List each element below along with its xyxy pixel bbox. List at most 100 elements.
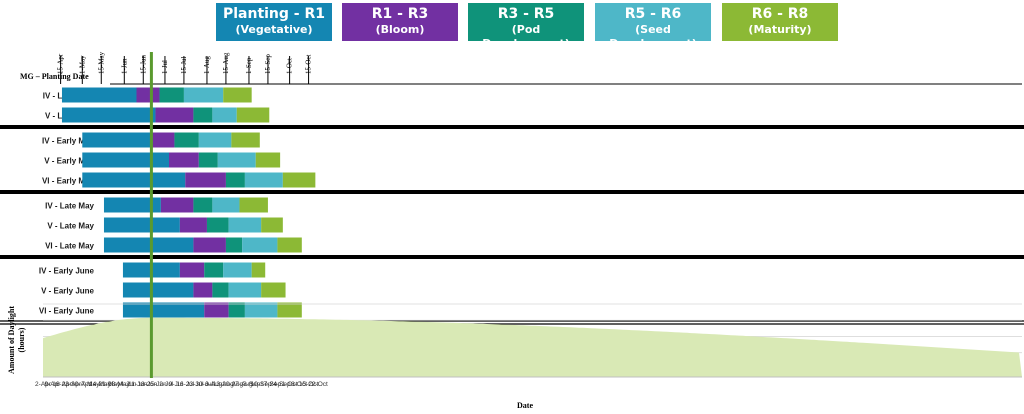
bottom-axis-tick-label: 6-Aug: [205, 381, 223, 388]
legend-phase-label: Planting - R1: [222, 6, 326, 22]
phase-bar-pod: [225, 237, 243, 253]
phase-bar-seed: [212, 197, 240, 213]
phase-bar-seed: [212, 107, 237, 123]
bottom-axis-tick-label: 27-Aug: [232, 381, 253, 388]
row-label: V - Early June: [41, 287, 94, 296]
bottom-axis-tick-label: 18-Jun: [137, 381, 157, 388]
bottom-axis-tick-label: 15-Oct: [299, 381, 319, 388]
bottom-axis-tick-label: 16-Jul: [176, 381, 194, 388]
top-axis-tick-label: 15-Apr: [57, 53, 65, 74]
bottom-axis-tick-label: 24-Sep: [270, 381, 291, 388]
top-axis-tick-label: 15-Oct: [305, 55, 313, 74]
bottom-axis-tick-label: 25-Jun: [147, 381, 167, 388]
phase-bar-pod: [198, 152, 218, 168]
phase-bar-pod: [159, 87, 184, 103]
bottom-axis-tick-label: 20-Aug: [222, 381, 243, 388]
bottom-axis-tick-label: 23-Jul: [186, 381, 204, 388]
phase-bar-pod: [204, 262, 224, 278]
bottom-axis-tick-label: 21-May: [99, 381, 121, 388]
phase-bar-maturity: [236, 107, 270, 123]
phase-bar-vegetative: [103, 217, 180, 233]
phase-bar-pod: [193, 107, 213, 123]
phase-bar-pod: [212, 282, 229, 298]
top-axis-tick-label: 1-Jul: [161, 60, 169, 74]
phase-bar-maturity: [231, 132, 260, 148]
group-separator: [0, 125, 1024, 129]
top-axis-tick-label: 1-Aug: [203, 56, 211, 74]
bottom-axis-tick-label: 10-Sep: [251, 381, 272, 388]
phase-bar-vegetative: [103, 197, 161, 213]
legend-phase-label: R3 - R5: [497, 6, 555, 22]
daylight-area: [43, 317, 1022, 377]
phase-bar-bloom: [169, 152, 199, 168]
phase-bar-seed: [242, 237, 278, 253]
phase-bar-pod: [193, 197, 213, 213]
legend-stage-label: (Pod Development): [482, 23, 570, 50]
bottom-axis-tick-label: 8-Oct: [291, 381, 307, 388]
top-axis-tick-label: 1-Jun: [120, 58, 128, 74]
top-axis-tick-label: 1-Oct: [286, 58, 294, 74]
phase-bar-vegetative: [61, 87, 137, 103]
top-axis-tick-label: 15-Sep: [264, 54, 272, 74]
bottom-axis-tick-label: 14-May: [89, 381, 111, 388]
top-axis-tick-label: 15-Jun: [139, 54, 147, 74]
legend-item: R1 - R3 (Bloom): [342, 3, 458, 41]
phase-bar-maturity: [277, 302, 302, 318]
row-label: IV - Early June: [39, 267, 95, 276]
group-separator: [0, 255, 1024, 259]
phase-bar-vegetative: [82, 172, 186, 188]
top-axis-tick-label: 1-May: [78, 55, 86, 74]
bottom-axis-tick-label: 9-Apr: [45, 381, 62, 388]
legend-stage-label: (Seed Development): [609, 23, 697, 50]
legend-item: R5 - R6 (Seed Development): [595, 3, 711, 50]
phase-bar-seed: [228, 217, 262, 233]
phase-bar-vegetative: [82, 152, 170, 168]
phase-bar-seed: [244, 302, 278, 318]
bottom-axis-tick-label: 17-Sep: [260, 381, 281, 388]
phase-bar-bloom: [204, 302, 229, 318]
phase-bar-seed: [223, 262, 252, 278]
row-label: IV - Late May: [45, 202, 94, 211]
bottom-axis-tick-label: 7-May: [81, 381, 100, 388]
bottom-axis-tick-label: 30-Apr: [71, 381, 91, 388]
y-axis-title: Amount of Daylight(hours): [7, 306, 26, 374]
bottom-axis-tick-label: 2-Apr: [35, 381, 52, 388]
bottom-axis-tick-label: 16-Apr: [52, 381, 72, 388]
phase-bar-seed: [183, 87, 224, 103]
legend-phase-label: R1 - R3: [371, 6, 429, 22]
phase-bar-bloom: [155, 107, 194, 123]
phase-bar-bloom: [185, 172, 226, 188]
top-axis-tick-label: 1-Sep: [245, 57, 253, 74]
legend-item: R6 - R8 (Maturity): [722, 3, 838, 41]
phase-bar-seed: [228, 282, 262, 298]
bottom-axis-tick-label: 22-Oct: [308, 381, 328, 388]
bottom-axis-tick-label: 30-Jul: [195, 381, 213, 388]
bottom-axis-tick-label: 1-Oct: [282, 381, 298, 388]
phase-bar-vegetative: [103, 237, 194, 253]
phase-bar-pod: [206, 217, 229, 233]
legend-stage-label: (Maturity): [748, 23, 812, 36]
bottom-axis-tick-label: 13-Aug: [213, 381, 234, 388]
phase-bar-bloom: [160, 197, 194, 213]
row-label: VI - Late May: [45, 242, 94, 251]
row-label: VI - Early June: [39, 307, 95, 316]
bottom-axis-tick-label: 3-Sep: [243, 381, 261, 388]
date-marker-line: [149, 52, 153, 378]
phase-bar-vegetative: [61, 107, 156, 123]
phase-bar-maturity: [251, 262, 266, 278]
bottom-axis-tick-label: 28-May: [108, 381, 130, 388]
group-separator: [0, 190, 1024, 194]
phase-bar-bloom: [193, 282, 213, 298]
row-label: VI - Early May: [42, 177, 95, 186]
bottom-axis-tick-label: 4-Jun: [120, 381, 137, 388]
row-label: V - Late May: [47, 222, 94, 231]
x-axis-title: Date: [517, 401, 533, 410]
phase-bar-maturity: [239, 197, 268, 213]
legend-item: Planting - R1 (Vegetative): [216, 3, 332, 41]
phase-bar-vegetative: [122, 282, 194, 298]
legend-phase-label: R5 - R6: [624, 6, 682, 22]
phase-bar-seed: [198, 132, 232, 148]
row-label: IV - Early May: [42, 137, 95, 146]
phase-bar-seed: [217, 152, 256, 168]
